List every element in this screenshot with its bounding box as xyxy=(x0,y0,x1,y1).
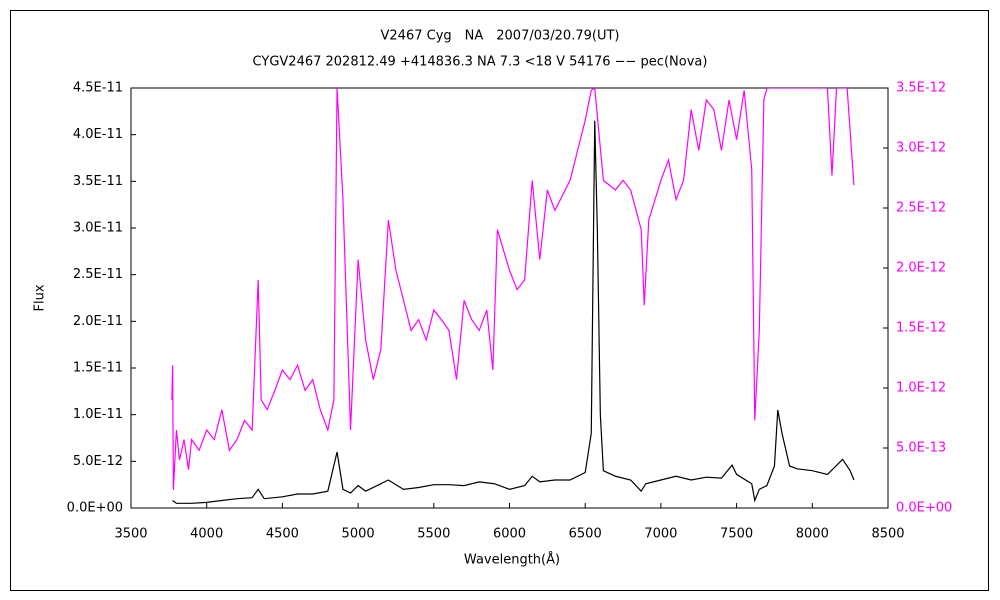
x-tick-label: 3500 xyxy=(114,527,147,542)
x-tick-label: 6500 xyxy=(569,527,602,542)
chart-title: V2467 Cyg NA 2007/03/20.79(UT) xyxy=(381,29,620,44)
y2-tick-label: 1.5E-12 xyxy=(896,321,946,336)
x-tick-label: 4000 xyxy=(190,527,223,542)
x-tick-label: 5000 xyxy=(342,527,375,542)
y2-tick-label: 2.5E-12 xyxy=(896,201,946,216)
y2-tick-label: 5.0E-13 xyxy=(896,441,946,456)
y-tick-label: 3.5E-11 xyxy=(73,174,123,189)
y2-tick-label: 3.5E-12 xyxy=(896,81,946,96)
spectrum-line xyxy=(172,120,855,504)
y2-tick-label: 2.0E-12 xyxy=(896,261,946,276)
x-tick-label: 7500 xyxy=(720,527,753,542)
y-tick-label: 2.5E-11 xyxy=(73,267,123,282)
chart-subtitle: CYGV2467 202812.49 +414836.3 NA 7.3 <18 … xyxy=(253,55,708,70)
y-tick-label: 4.5E-11 xyxy=(73,81,123,96)
y2-tick-label: 3.0E-12 xyxy=(896,141,946,156)
y-axis-label: Flux xyxy=(33,284,48,311)
y-tick-label: 2.0E-11 xyxy=(73,314,123,329)
x-tick-label: 7000 xyxy=(644,527,677,542)
x-tick-label: 5500 xyxy=(417,527,450,542)
y-tick-label: 5.0E-12 xyxy=(73,454,123,469)
x-tick-label: 4500 xyxy=(266,527,299,542)
y2-tick-label: 1.0E-12 xyxy=(896,381,946,396)
chart-frame xyxy=(10,10,989,591)
y-tick-label: 1.0E-11 xyxy=(73,407,123,422)
y-tick-label: 0.0E+00 xyxy=(67,501,123,516)
y-tick-label: 3.0E-11 xyxy=(73,221,123,236)
y-tick-label: 1.5E-11 xyxy=(73,361,123,376)
spectrum-line xyxy=(171,88,855,491)
x-tick-label: 8000 xyxy=(796,527,829,542)
x-tick-label: 8500 xyxy=(871,527,904,542)
y-tick-label: 4.0E-11 xyxy=(73,127,123,142)
x-axis-label: Wavelength(Å) xyxy=(464,552,560,568)
y2-tick-label: 0.0E+00 xyxy=(896,501,952,516)
x-tick-label: 6000 xyxy=(493,527,526,542)
